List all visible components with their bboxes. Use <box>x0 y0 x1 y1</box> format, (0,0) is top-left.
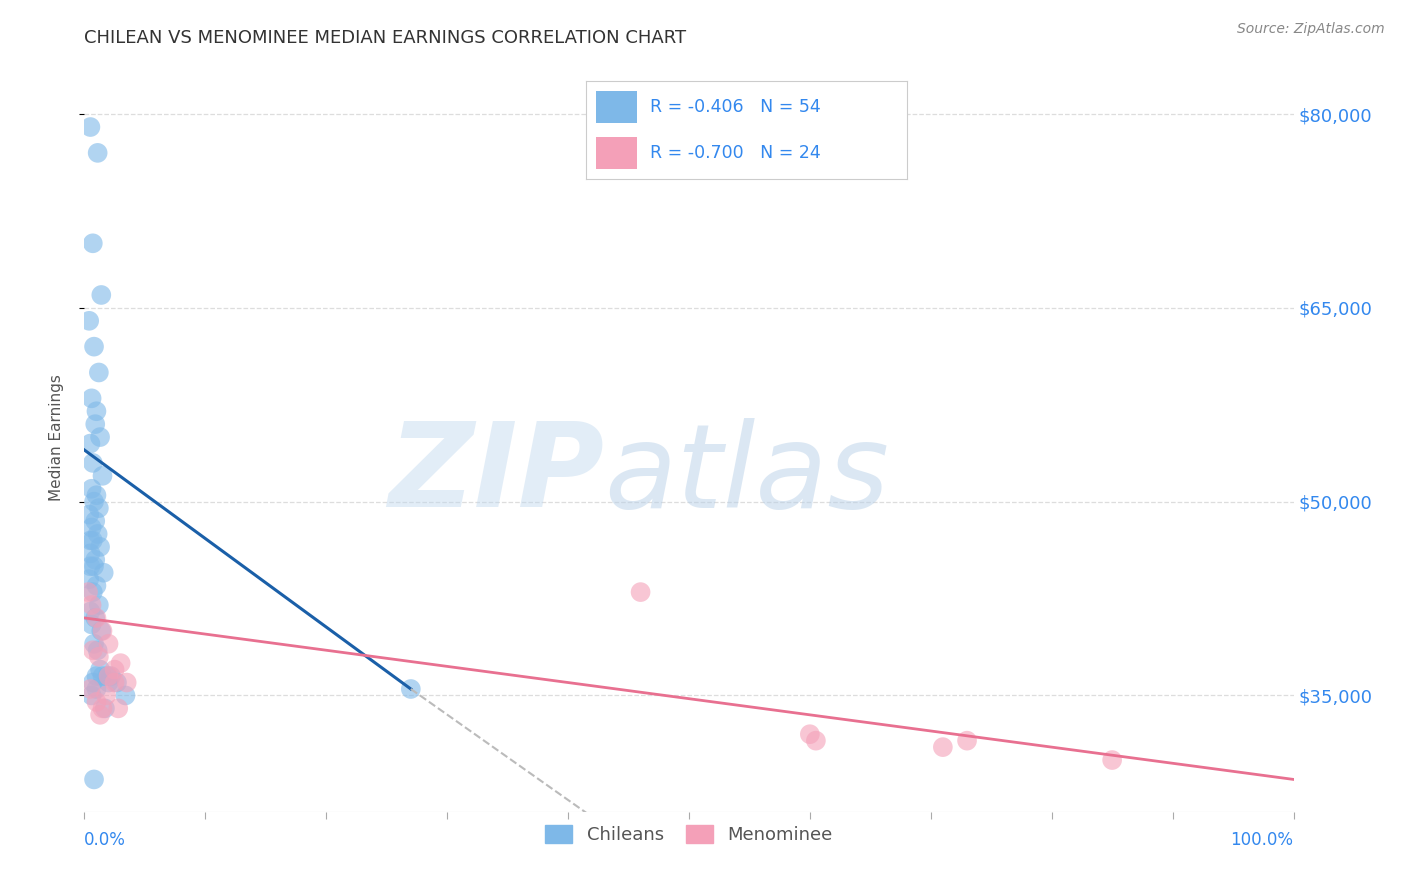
Text: atlas: atlas <box>605 417 890 532</box>
Point <box>80 392 103 406</box>
Point <box>86 404 108 418</box>
Point <box>86 643 108 657</box>
Point <box>115 675 138 690</box>
Point <box>86 579 108 593</box>
Point <box>89 430 111 444</box>
Point <box>80 482 103 496</box>
Point <box>91 624 114 638</box>
Point <box>91 468 114 483</box>
Point <box>80 598 103 612</box>
Point <box>83 494 105 508</box>
Point <box>82 585 104 599</box>
Point <box>107 701 129 715</box>
Point <box>100 669 122 683</box>
Point <box>1101 753 1123 767</box>
Point <box>77 572 100 586</box>
Point <box>79 546 101 560</box>
Point <box>82 643 104 657</box>
Point <box>630 585 652 599</box>
Point <box>80 617 103 632</box>
Point <box>83 340 105 354</box>
Point <box>82 236 104 251</box>
Point <box>87 366 110 380</box>
Point <box>82 533 104 548</box>
Point <box>86 681 108 696</box>
Point <box>83 559 105 574</box>
Point <box>96 669 118 683</box>
Point <box>804 733 827 747</box>
Point <box>87 501 110 516</box>
Point <box>932 740 955 755</box>
Point <box>79 559 101 574</box>
Point <box>104 663 127 677</box>
Point <box>84 611 107 625</box>
Point <box>77 314 100 328</box>
Point <box>86 527 108 541</box>
Point <box>89 540 111 554</box>
Point <box>86 669 108 683</box>
Point <box>114 689 136 703</box>
Legend: Chileans, Menominee: Chileans, Menominee <box>538 818 839 851</box>
Point <box>104 675 127 690</box>
Point <box>82 456 104 470</box>
Point <box>77 585 100 599</box>
Point <box>77 508 100 522</box>
Point <box>83 772 105 787</box>
Point <box>84 417 107 432</box>
Point <box>79 605 101 619</box>
Point <box>87 598 110 612</box>
Point <box>79 681 101 696</box>
Point <box>91 669 114 683</box>
Text: ZIP: ZIP <box>388 417 605 532</box>
Point <box>84 553 107 567</box>
Point <box>84 514 107 528</box>
Point <box>399 681 422 696</box>
Point <box>94 689 117 703</box>
Y-axis label: Median Earnings: Median Earnings <box>49 374 63 500</box>
Point <box>83 637 105 651</box>
Point <box>90 288 112 302</box>
Text: Source: ZipAtlas.com: Source: ZipAtlas.com <box>1237 22 1385 37</box>
Point <box>87 649 110 664</box>
Point <box>79 436 101 450</box>
Point <box>86 695 108 709</box>
Point <box>956 733 979 747</box>
Point <box>86 488 108 502</box>
Point <box>89 707 111 722</box>
Point <box>82 675 104 690</box>
Point <box>93 566 115 580</box>
Point <box>97 669 120 683</box>
Point <box>94 701 117 715</box>
Text: CHILEAN VS MENOMINEE MEDIAN EARNINGS CORRELATION CHART: CHILEAN VS MENOMINEE MEDIAN EARNINGS COR… <box>84 29 686 47</box>
Point <box>105 675 128 690</box>
Point <box>89 663 111 677</box>
Point <box>799 727 821 741</box>
Point <box>90 624 112 638</box>
Point <box>91 701 114 715</box>
Point <box>79 533 101 548</box>
Point <box>80 520 103 534</box>
Point <box>86 611 108 625</box>
Point <box>110 656 132 670</box>
Point <box>79 120 101 134</box>
Text: 100.0%: 100.0% <box>1230 831 1294 849</box>
Point <box>97 637 120 651</box>
Point <box>80 689 103 703</box>
Point <box>86 145 108 160</box>
Text: 0.0%: 0.0% <box>84 831 127 849</box>
Point <box>97 675 120 690</box>
